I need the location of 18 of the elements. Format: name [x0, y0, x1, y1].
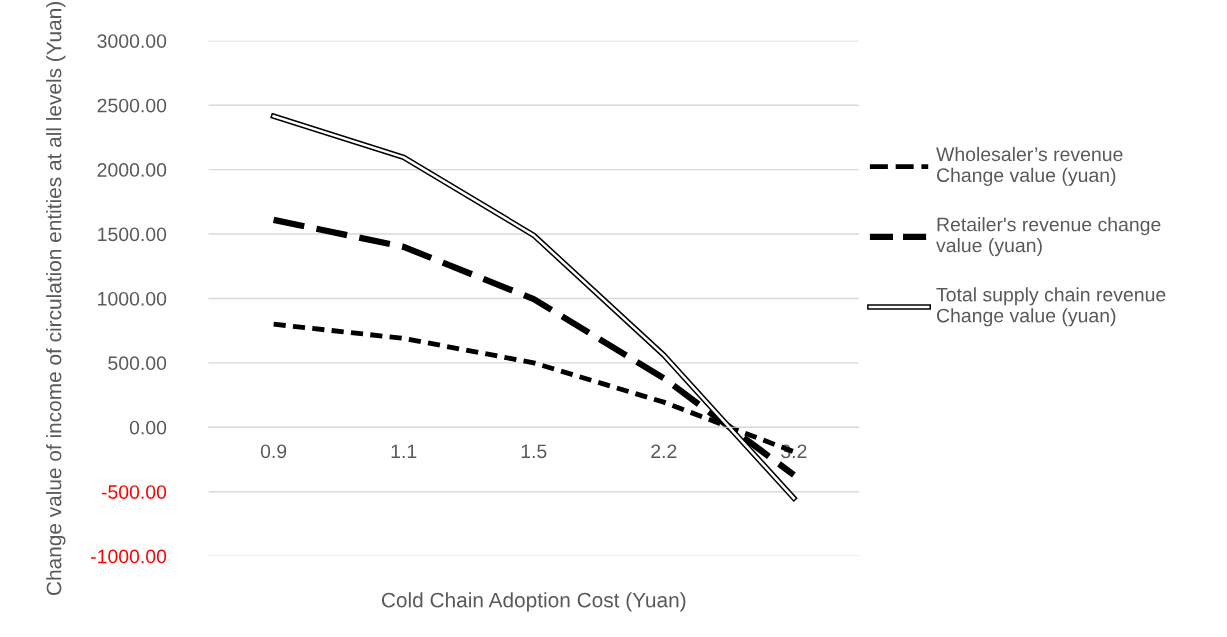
y-tick-label: -1000.00: [91, 549, 167, 564]
y-tick-label: 500.00: [108, 356, 167, 371]
y-tick-label: 0.00: [129, 420, 167, 435]
y-tick-label: 1500.00: [98, 227, 167, 242]
y-tick-label: -500.00: [101, 485, 167, 499]
y-tick-label: 3000.00: [97, 34, 167, 48]
y-axis-title: Change value of income of circulation entities at all levels (Yuan): [46, 2, 66, 595]
y-tick-label: 2000.00: [97, 163, 167, 177]
y-tick-label: 2500.00: [97, 98, 167, 113]
x-tick-label: 1.5: [521, 444, 547, 459]
x-tick-label: 1.1: [391, 444, 417, 459]
legend-label: Retailer's revenue change value (yuan): [936, 217, 1161, 257]
x-tick-label: 2.2: [651, 444, 677, 459]
y-tick-label: 1000.00: [98, 291, 167, 306]
legend-label: Total supply chain revenue Change value (yuan): [936, 287, 1166, 327]
x-tick-label: 0.9: [260, 444, 287, 459]
x-axis-title: Cold Chain Adoption Cost (Yuan): [381, 592, 686, 612]
legend-label: Wholesaler’s revenue Change value (yuan): [936, 146, 1123, 186]
